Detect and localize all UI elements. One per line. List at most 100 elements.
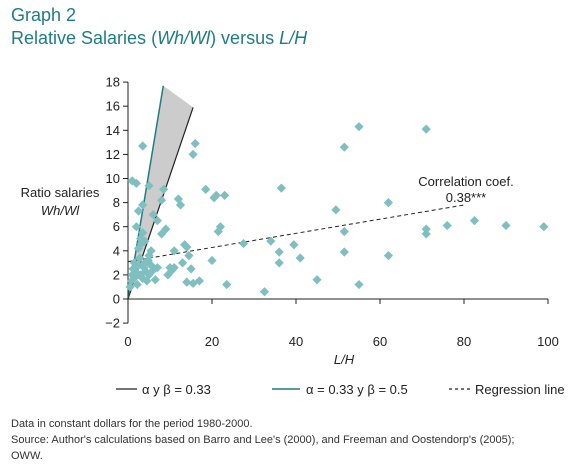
note-source-cont: OWW. — [11, 450, 43, 462]
data-point — [383, 198, 393, 208]
cone-area — [128, 85, 194, 299]
data-point — [354, 279, 364, 290]
legend-teal-line-label: α = 0.33 y β = 0.5 — [306, 382, 408, 397]
data-point — [140, 258, 150, 268]
data-point — [144, 270, 154, 280]
y-axis-label-line1: Ratio salaries — [20, 185, 100, 200]
data-point — [131, 267, 141, 278]
data-point — [276, 183, 286, 193]
data-point — [289, 240, 299, 250]
data-point — [194, 276, 204, 286]
data-point — [186, 264, 196, 274]
y-tick-label: 2 — [113, 267, 120, 282]
data-point — [295, 253, 305, 263]
x-tick-label: 80 — [457, 334, 471, 349]
data-point — [150, 275, 160, 285]
data-point — [133, 243, 144, 253]
data-point — [167, 265, 177, 275]
x-tick-label: 0 — [124, 334, 131, 349]
data-point — [354, 122, 364, 132]
data-point — [146, 246, 156, 256]
data-point — [215, 222, 225, 232]
data-point — [259, 287, 270, 297]
y-tick-label: 4 — [113, 243, 120, 258]
data-point — [163, 270, 173, 280]
data-point — [175, 200, 186, 210]
data-point — [274, 247, 284, 257]
data-point — [127, 270, 137, 280]
data-point — [339, 247, 349, 257]
data-point — [501, 220, 511, 231]
x-axis-label: L/H — [334, 352, 355, 367]
regression-line — [127, 204, 465, 263]
x-tick-label: 60 — [373, 334, 387, 349]
correlation-label: Correlation coef. — [418, 174, 513, 189]
y-tick-label: 8 — [113, 195, 120, 210]
data-point — [152, 216, 162, 226]
data-point — [220, 190, 230, 200]
axes-layer: −2 0 2 4 6 8 10 12 14 16 18 0 20 40 60 80 100 — [105, 75, 559, 349]
data-point — [132, 279, 142, 290]
correlation-value: 0.38*** — [446, 190, 486, 205]
y-tick-label: 16 — [106, 99, 120, 114]
data-point — [201, 184, 211, 194]
data-point — [188, 278, 198, 288]
data-point — [421, 224, 431, 234]
data-point — [131, 178, 141, 188]
y-tick-label: 0 — [113, 292, 120, 307]
y-tick-label: 12 — [106, 147, 120, 162]
data-point — [421, 229, 431, 239]
title-middle: ) versus — [210, 28, 280, 48]
legend: α y β = 0.33 α = 0.33 y β = 0.5 Regressi… — [116, 382, 565, 397]
data-point — [182, 277, 192, 287]
data-point — [238, 238, 249, 249]
data-point — [136, 270, 146, 280]
legend-black-line-label: α y β = 0.33 — [142, 382, 211, 397]
data-point — [129, 258, 139, 268]
data-point — [135, 253, 145, 263]
data-point — [266, 236, 276, 246]
title-prefix: Relative Salaries ( — [11, 28, 158, 48]
data-point — [383, 251, 393, 261]
legend-regression-line-label: Regression line — [475, 382, 565, 397]
data-point — [148, 210, 158, 220]
x-tick-label: 100 — [537, 334, 559, 349]
data-point — [211, 190, 221, 200]
data-point — [178, 258, 188, 268]
labels-layer: L/H Correlation coef. 0.38*** — [334, 174, 514, 367]
x-tick-label: 20 — [205, 334, 219, 349]
cone-layer — [128, 85, 194, 299]
y-tick-label: 6 — [113, 219, 120, 234]
data-point — [159, 184, 169, 194]
graph-number: Graph 2 — [11, 5, 77, 25]
data-point — [140, 236, 150, 246]
y-tick-label: 18 — [106, 75, 120, 90]
title-var-wh-wl: Wh/Wl — [157, 28, 211, 48]
title-var-l-h: L/H — [279, 28, 308, 48]
data-point — [331, 205, 341, 215]
data-point — [469, 216, 480, 226]
data-point — [222, 279, 232, 290]
data-point — [157, 229, 167, 239]
data-point — [169, 246, 179, 256]
data-point — [125, 282, 135, 292]
data-point — [274, 258, 284, 268]
data-point — [133, 206, 144, 216]
y-tick-label: 14 — [106, 123, 120, 138]
points-layer — [125, 122, 549, 297]
y-tick-label: 10 — [106, 171, 120, 186]
note-source: Source: Author's calculations based on B… — [11, 434, 515, 446]
data-point — [339, 142, 349, 152]
data-point — [131, 222, 141, 232]
data-point — [141, 266, 151, 276]
data-point — [138, 228, 148, 238]
data-point — [184, 251, 194, 261]
data-point — [421, 124, 431, 134]
data-point — [138, 200, 148, 210]
data-point — [207, 255, 217, 266]
data-point — [339, 226, 349, 237]
note-period: Data in constant dollars for the period … — [11, 418, 253, 430]
data-point — [190, 138, 200, 149]
y-axis-label-line2: Wh/Wl — [40, 203, 80, 218]
